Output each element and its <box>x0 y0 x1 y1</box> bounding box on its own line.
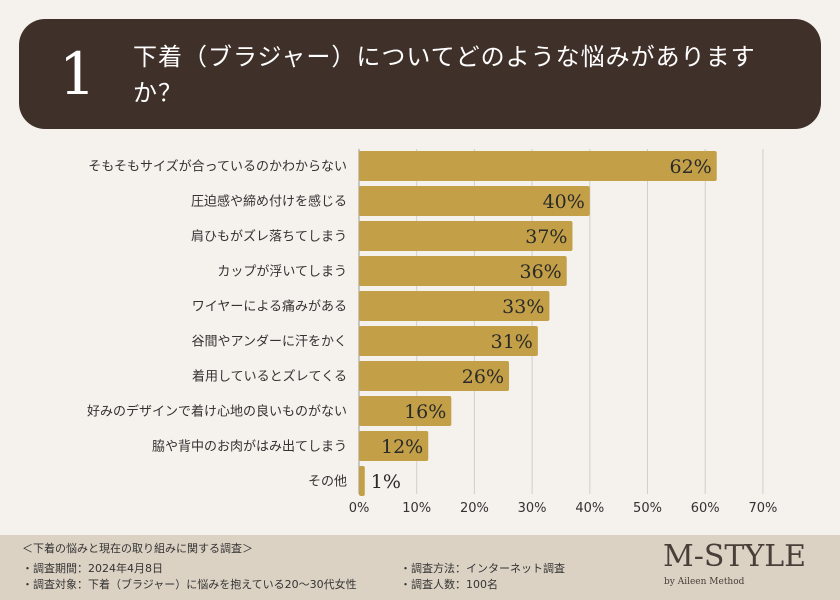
value-label: 40% <box>543 191 585 213</box>
x-tick-label: 40% <box>575 501 604 516</box>
x-tick-label: 20% <box>460 501 489 516</box>
bar-chart: 0% 10% 20% 30% 40% 50% 60% 70% そもそもサイズが合っているのかわか… <box>87 149 777 516</box>
x-tick-label: 60% <box>691 501 720 516</box>
x-tick-label: 70% <box>748 501 777 516</box>
category-label: 谷間やアンダーに汗をかく <box>192 335 347 350</box>
category-label: 脇や背中のお肉がはみ出てしまう <box>152 440 347 455</box>
category-label: 着用しているとズレてくる <box>192 369 347 385</box>
x-tick-label: 0% <box>349 501 370 516</box>
bar <box>359 291 550 321</box>
value-label: 33% <box>502 296 544 318</box>
survey-heading: ＜下着の悩みと現在の取り組みに関する調査＞ <box>22 542 253 555</box>
bar <box>359 431 429 461</box>
value-label: 62% <box>670 156 712 178</box>
x-tick-label: 10% <box>402 501 431 516</box>
survey-period: ・調査期間：2024年4月8日 <box>22 562 163 575</box>
question-title: 下着（ブラジャー）についてどのような悩みがありますか？ <box>133 43 756 107</box>
x-tick-label: 50% <box>633 501 662 516</box>
value-label: 12% <box>381 436 423 458</box>
brand-logo: M-STYLE <box>663 539 807 574</box>
value-label: 36% <box>519 261 561 283</box>
bar <box>359 466 365 496</box>
survey-method: ・調査方法：インターネット調査 <box>400 562 565 575</box>
value-label: 37% <box>525 226 567 248</box>
bar <box>359 396 452 426</box>
value-label: 1% <box>371 471 401 493</box>
category-label: 圧迫感や締め付けを感じる <box>191 194 347 210</box>
category-label: カップが浮いてしまう <box>217 265 347 280</box>
bar <box>359 221 573 251</box>
bar <box>359 151 717 181</box>
category-label: その他 <box>308 475 347 490</box>
bar <box>359 186 590 216</box>
category-label: 好みのデザインで着け心地の良いものがない <box>87 404 347 420</box>
value-label: 16% <box>404 401 446 423</box>
bar <box>359 256 567 286</box>
question-number: 1 <box>59 40 96 108</box>
survey-count: ・調査人数：100名 <box>400 578 498 591</box>
bar <box>359 361 510 391</box>
category-label: そもそもサイズが合っているのかわからない <box>88 159 347 175</box>
value-label: 31% <box>491 331 533 353</box>
survey-target: ・調査対象：下着（ブラジャー）に悩みを抱えている20～30代女性 <box>22 578 357 591</box>
question-header: 1 下着（ブラジャー）についてどのような悩みがありますか？ <box>19 19 821 129</box>
category-label: 肩ひもがズレ落ちてしまう <box>191 229 347 245</box>
value-label: 26% <box>462 366 504 388</box>
bar <box>359 326 538 356</box>
brand-tagline: by Aileen Method <box>664 577 745 587</box>
category-label: ワイヤーによる痛みがある <box>192 299 347 315</box>
survey-footer: ＜下着の悩みと現在の取り組みに関する調査＞ ・調査期間：2024年4月8日 ・調… <box>0 535 840 600</box>
x-tick-label: 30% <box>518 501 547 516</box>
